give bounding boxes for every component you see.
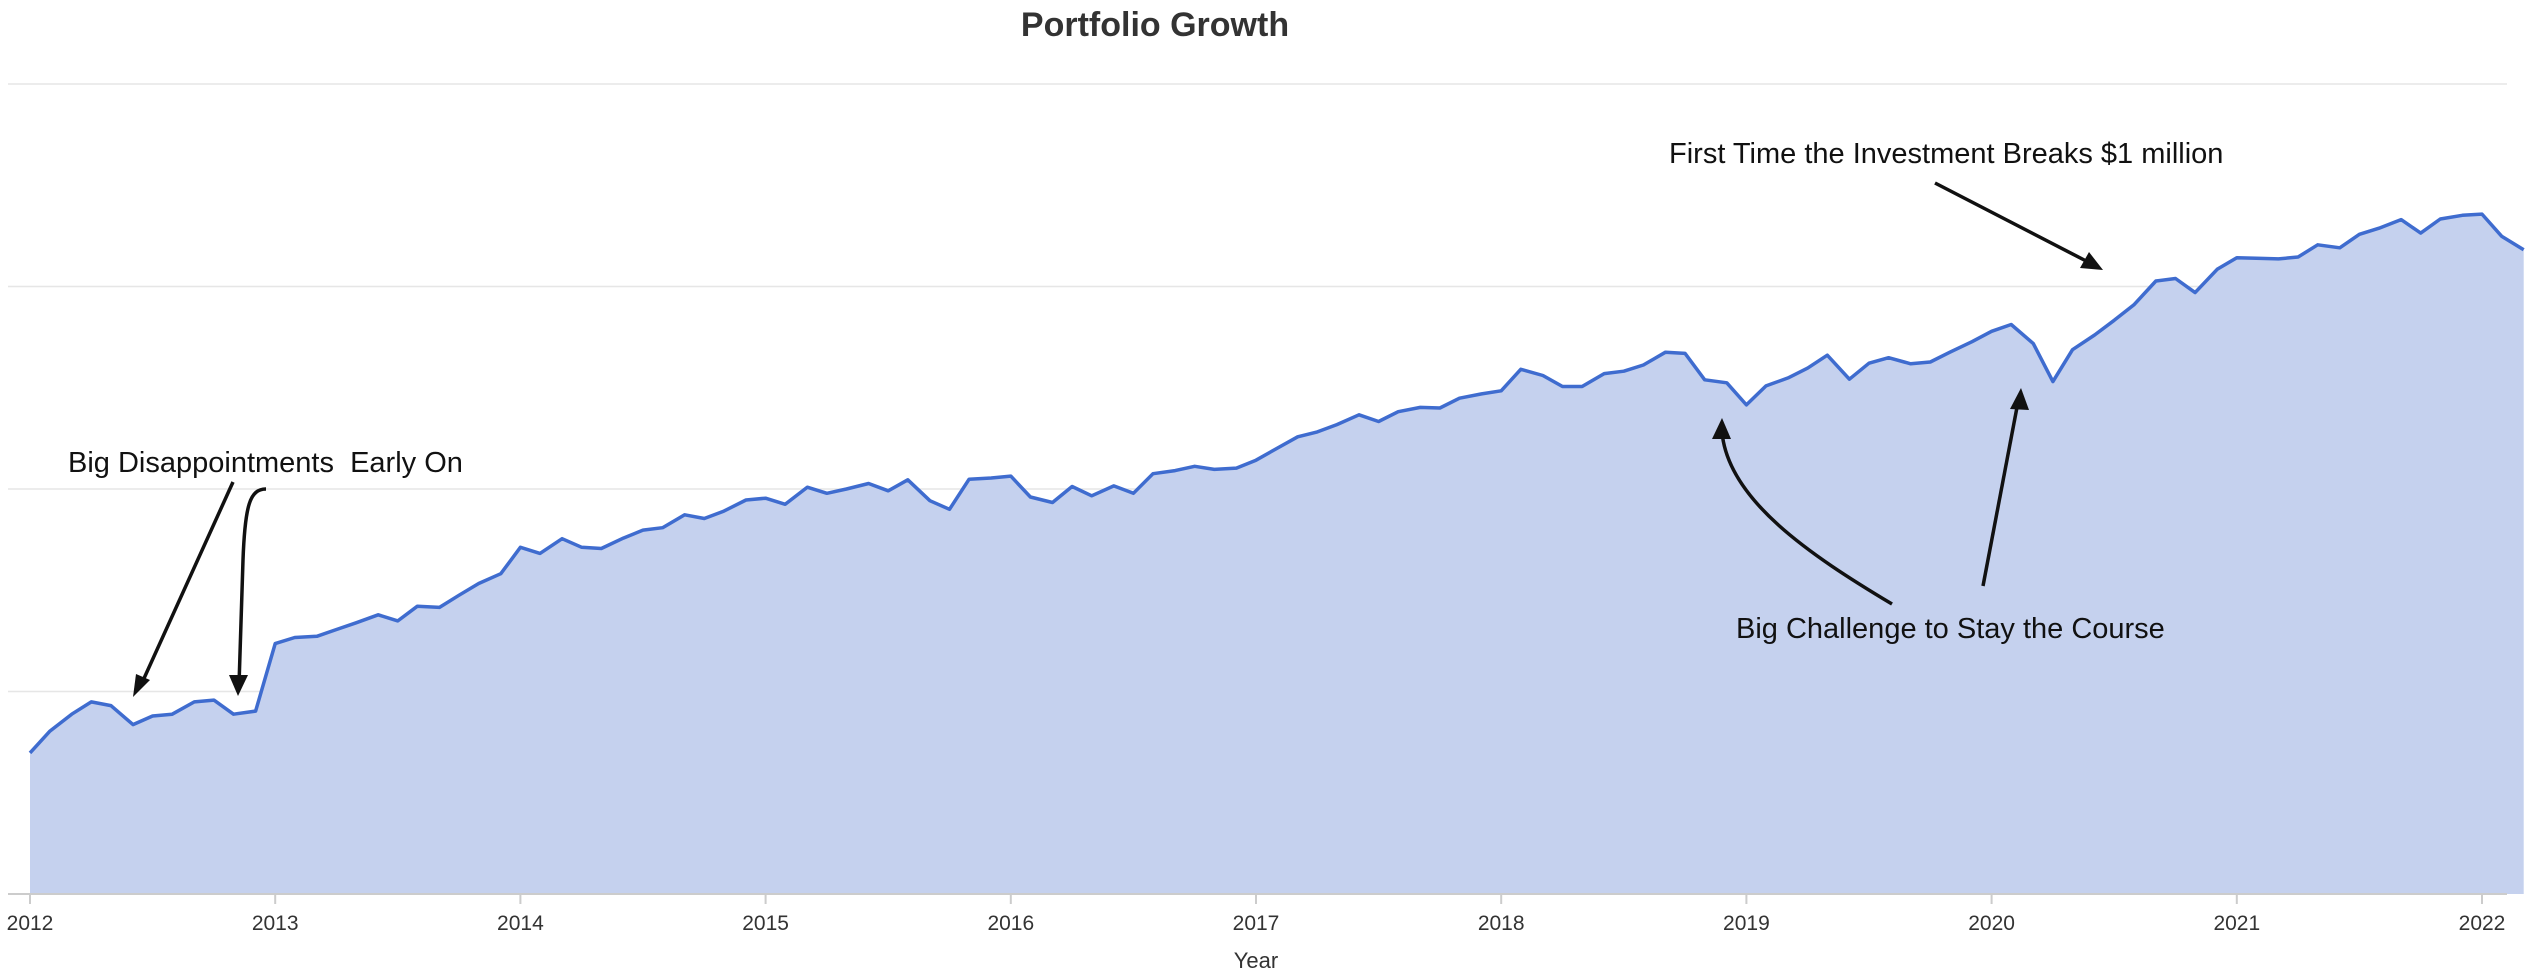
- x-axis-ticks: 2012 2013 2014 2015 2016 2017 2018 2019 2020 2021…: [7, 894, 2506, 935]
- annotation-arrow: [1981, 401, 2020, 587]
- x-tick-label: 2017: [1233, 912, 1280, 935]
- annotation-label: Big Challenge to Stay the Course: [1736, 613, 2165, 645]
- x-tick-label: 2018: [1478, 912, 1525, 935]
- annotation-arrowhead: [133, 674, 150, 697]
- x-tick-label: 2012: [7, 912, 54, 935]
- series-line: [28, 212, 2525, 755]
- x-axis-label: Year: [1234, 948, 1278, 973]
- area-fill: [30, 214, 2524, 895]
- x-tick-label: 2022: [2459, 912, 2506, 935]
- annotation-arrow: [1934, 181, 2091, 265]
- annotation-stay-the-course: Big Challenge to Stay the Course: [1712, 388, 2165, 645]
- annotation-arrow: [237, 487, 267, 686]
- annotation-arrow: [139, 481, 235, 686]
- annotation-first-million: First Time the Investment Breaks $1 mill…: [1669, 138, 2223, 270]
- x-tick-label: 2014: [497, 912, 544, 935]
- annotation-label: Big Disappointments Early On: [68, 447, 463, 479]
- x-tick-label: 2015: [742, 912, 789, 935]
- annotation-arrow: [1720, 431, 1893, 606]
- x-tick-label: 2021: [2213, 912, 2260, 935]
- annotation-early-disappointments: Big Disappointments Early On: [68, 447, 463, 697]
- annotation-arrowhead: [2080, 252, 2103, 270]
- x-tick-label: 2019: [1723, 912, 1770, 935]
- annotation-arrowhead: [2010, 388, 2029, 410]
- annotation-arrowhead: [229, 675, 248, 696]
- annotation-arrowhead: [1712, 418, 1731, 439]
- x-tick-label: 2016: [987, 912, 1034, 935]
- chart-title: Portfolio Growth: [1021, 6, 1289, 44]
- x-tick-label: 2013: [252, 912, 299, 935]
- annotation-label: First Time the Investment Breaks $1 mill…: [1669, 138, 2223, 170]
- x-tick-label: 2020: [1968, 912, 2015, 935]
